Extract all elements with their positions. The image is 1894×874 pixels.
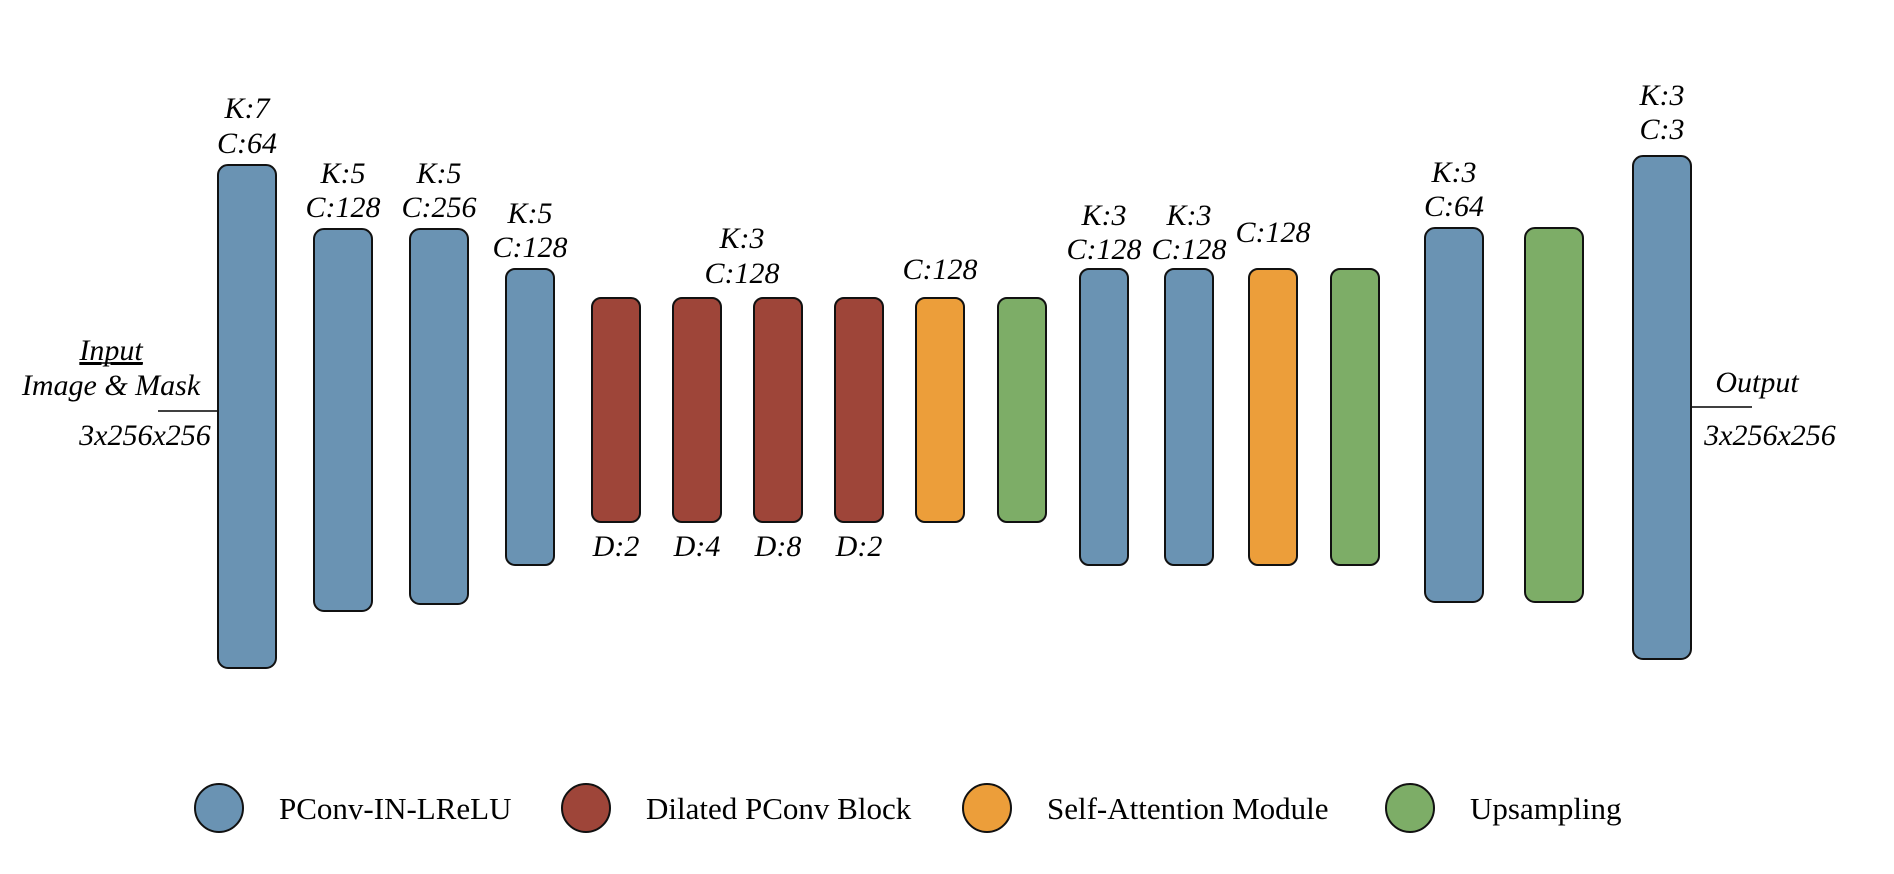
block-11-label-c: C:128 — [1067, 233, 1142, 266]
block-17-label-c: C:3 — [1640, 113, 1685, 146]
block-2-label-k: K:5 — [320, 157, 366, 190]
dilated-group-label-k: K:3 — [719, 222, 765, 255]
block-2-label-c: C:128 — [306, 191, 381, 224]
pconv-block-6 — [1164, 268, 1214, 566]
legend-swatch-dilated — [561, 783, 611, 833]
attention-block-1 — [915, 297, 965, 523]
block-3-label-k: K:5 — [416, 157, 462, 190]
dilation-label-4: D:2 — [835, 530, 883, 563]
block-1-label-c: C:64 — [217, 127, 277, 160]
legend-label-attention: Self-Attention Module — [1047, 791, 1329, 826]
input-subtitle: Image & Mask — [21, 369, 201, 402]
upsampling-block-2 — [1330, 268, 1380, 566]
pconv-block-7 — [1424, 227, 1484, 603]
output-title: Output — [1715, 366, 1799, 399]
pconv-block-1 — [217, 164, 277, 669]
output-shape: 3x256x256 — [1703, 419, 1836, 452]
input-shape: 3x256x256 — [78, 419, 211, 452]
pconv-block-5 — [1079, 268, 1129, 566]
dilated-block-4 — [834, 297, 884, 523]
block-12-label-k: K:3 — [1166, 199, 1212, 232]
dilation-label-2: D:4 — [673, 530, 721, 563]
legend-swatch-attention — [962, 783, 1012, 833]
dilated-block-3 — [753, 297, 803, 523]
block-11-label-k: K:3 — [1081, 199, 1127, 232]
block-15-label-c: C:64 — [1424, 190, 1484, 223]
block-17-label-k: K:3 — [1639, 79, 1685, 112]
input-label-group: Input Image & Mask 3x256x256 — [21, 334, 218, 452]
upsampling-block-1 — [997, 297, 1047, 523]
dilated-group-label-c: C:128 — [705, 257, 780, 290]
dilation-label-3: D:8 — [754, 530, 802, 563]
upsampling-block-3 — [1524, 227, 1584, 603]
legend: PConv-IN-LReLU Dilated PConv Block Self-… — [194, 783, 1622, 833]
block-4-label-c: C:128 — [493, 231, 568, 264]
block-12-label-c: C:128 — [1152, 233, 1227, 266]
block-3-label-c: C:256 — [402, 191, 477, 224]
block-4-label-k: K:5 — [507, 197, 553, 230]
pconv-block-8 — [1632, 155, 1692, 660]
pconv-block-4 — [505, 268, 555, 566]
block-9-label-c: C:128 — [903, 253, 978, 286]
input-title: Input — [78, 334, 143, 367]
dilation-label-1: D:2 — [592, 530, 640, 563]
output-label-group: Output 3x256x256 — [1692, 366, 1836, 452]
legend-label-dilated: Dilated PConv Block — [646, 791, 912, 826]
pconv-block-2 — [313, 228, 373, 612]
attention-block-2 — [1248, 268, 1298, 566]
dilated-block-2 — [672, 297, 722, 523]
block-13-label-c: C:128 — [1236, 216, 1311, 249]
legend-swatch-upsampling — [1385, 783, 1435, 833]
pconv-block-3 — [409, 228, 469, 605]
block-15-label-k: K:3 — [1431, 156, 1477, 189]
legend-swatch-pconv — [194, 783, 244, 833]
dilated-block-1 — [591, 297, 641, 523]
block-1-label-k: K:7 — [224, 92, 272, 125]
legend-label-upsampling: Upsampling — [1470, 791, 1622, 826]
legend-label-pconv: PConv-IN-LReLU — [279, 791, 511, 826]
